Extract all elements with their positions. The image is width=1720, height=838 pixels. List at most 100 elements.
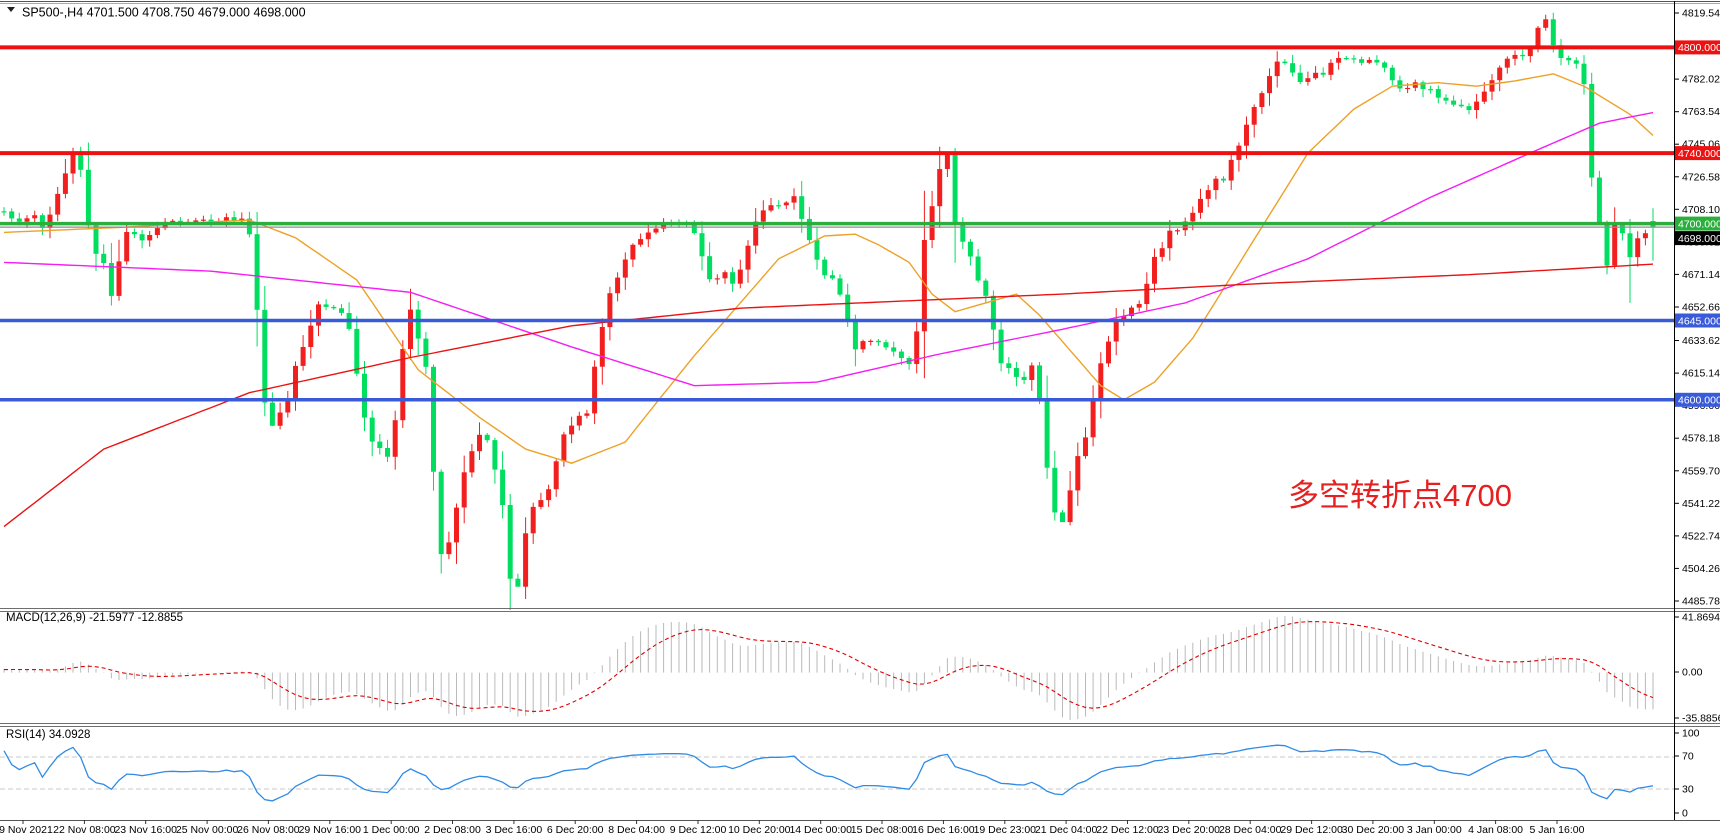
candle	[875, 339, 881, 346]
candle	[85, 142, 91, 229]
svg-text:4698.000: 4698.000	[1678, 233, 1720, 245]
candle	[93, 222, 99, 271]
price-tick-label: 4782.020	[1682, 74, 1720, 86]
indicator-tick-label: 41.8694	[1682, 612, 1720, 624]
candle	[868, 339, 874, 346]
candle	[1497, 65, 1503, 92]
candle	[1328, 59, 1334, 81]
candle	[461, 455, 467, 524]
rsi-label: RSI(14) 34.0928	[6, 729, 90, 741]
hline-label-4700: 4700.000	[1675, 216, 1720, 231]
candle	[1213, 175, 1219, 200]
candle	[477, 422, 482, 460]
candle	[891, 341, 897, 357]
price-axis: 4819.5404782.0204763.5404745.0604726.580…	[1674, 8, 1720, 608]
candle	[860, 339, 866, 353]
candle	[1198, 188, 1203, 219]
candle	[431, 364, 436, 491]
candle	[1259, 90, 1265, 114]
hline-label-4800: 4800.000	[1675, 40, 1720, 55]
candle	[323, 299, 329, 311]
candle	[1397, 75, 1403, 92]
candle	[1029, 362, 1035, 391]
candle	[1075, 442, 1081, 506]
candle	[377, 434, 383, 455]
candle	[967, 239, 973, 266]
candle	[1543, 14, 1549, 31]
candle	[1129, 305, 1134, 319]
candle	[592, 360, 598, 424]
time-label: 30 Dec 20:00	[1342, 824, 1405, 836]
time-label: 15 Dec 08:00	[851, 824, 914, 836]
candle	[1642, 229, 1648, 246]
candle	[553, 459, 559, 497]
candle	[515, 573, 521, 587]
candle	[599, 318, 605, 385]
candle	[952, 148, 958, 263]
candle	[1474, 93, 1480, 119]
annotation-text: 多空转折点4700	[1288, 478, 1512, 513]
candle	[814, 226, 820, 270]
price-tick-label: 4578.180	[1682, 433, 1720, 445]
candle	[507, 494, 513, 610]
time-label: 28 Dec 04:00	[1219, 824, 1282, 836]
time-label: 22 Nov 08:00	[53, 824, 116, 836]
candle	[791, 188, 797, 210]
candle	[1612, 207, 1618, 269]
candle	[369, 410, 375, 457]
candle	[883, 339, 889, 351]
time-label: 2 Dec 08:00	[424, 824, 481, 836]
candle	[829, 270, 835, 280]
candle	[1627, 219, 1633, 303]
candle	[1596, 170, 1602, 225]
candle	[630, 243, 636, 267]
symbol-dropdown-icon[interactable]	[7, 7, 15, 12]
time-label: 16 Dec 16:00	[912, 824, 975, 836]
candle	[707, 242, 713, 283]
candle	[1274, 51, 1280, 88]
macd-signal-line	[3, 621, 1654, 712]
candle	[354, 316, 360, 377]
candle	[569, 416, 575, 444]
candle	[408, 288, 413, 360]
candle	[1106, 336, 1111, 367]
candle	[62, 159, 68, 199]
candle	[1044, 375, 1050, 479]
candle	[1343, 56, 1349, 61]
hline-label-4740: 4740.000	[1675, 146, 1720, 161]
candle	[392, 410, 398, 470]
price-tick-label: 4633.620	[1682, 335, 1720, 347]
candle	[1090, 385, 1096, 447]
candle	[538, 492, 544, 510]
candle	[753, 208, 759, 254]
candle	[1466, 103, 1472, 115]
candle	[254, 212, 260, 347]
candle	[776, 200, 782, 209]
time-label: 29 Nov 16:00	[299, 824, 362, 836]
chart-header-ohlc: SP500-,H4 4701.500 4708.750 4679.000 469…	[22, 6, 306, 20]
candle	[438, 469, 444, 574]
candle	[615, 272, 621, 302]
candle	[1520, 49, 1526, 61]
time-label: 9 Dec 12:00	[670, 824, 727, 836]
candle	[262, 285, 268, 417]
candle	[1228, 151, 1234, 190]
candle	[423, 332, 429, 375]
price-tick-label: 4726.580	[1682, 171, 1720, 183]
candle	[200, 215, 206, 223]
candle	[1359, 56, 1365, 66]
time-label: 5 Jan 16:00	[1530, 824, 1585, 836]
candles-group	[1, 12, 1656, 610]
time-label: 8 Dec 04:00	[608, 824, 665, 836]
candle	[914, 322, 920, 374]
candle	[446, 531, 452, 560]
candle	[415, 300, 421, 356]
current-price-label: 4698.000	[1675, 231, 1720, 246]
candle	[975, 249, 981, 283]
candle	[1573, 57, 1579, 69]
candle	[101, 244, 107, 270]
svg-text:4800.000: 4800.000	[1678, 42, 1720, 54]
macd-histogram	[3, 616, 1654, 720]
